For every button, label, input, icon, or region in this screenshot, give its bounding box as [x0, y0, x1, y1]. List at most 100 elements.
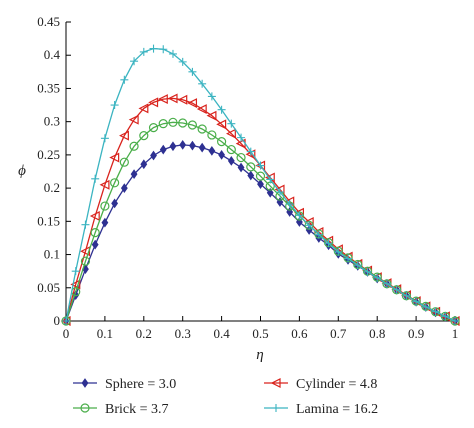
x-tick-label: 0.9 — [408, 326, 424, 341]
data-point — [168, 117, 178, 127]
legend-item: Sphere = 3.0 — [73, 377, 176, 392]
data-point — [71, 267, 80, 276]
data-point — [130, 57, 139, 66]
data-point — [217, 137, 227, 147]
data-point — [91, 174, 100, 183]
data-point — [256, 161, 265, 170]
data-point — [100, 134, 109, 143]
data-point — [206, 110, 217, 121]
data-point — [392, 285, 401, 294]
data-point — [227, 155, 235, 166]
data-point — [344, 254, 353, 263]
data-point — [159, 45, 168, 54]
y-tick-label: 0.35 — [37, 80, 60, 95]
data-point — [225, 128, 236, 139]
data-point — [324, 239, 333, 248]
data-point — [140, 159, 148, 170]
data-point — [110, 178, 120, 188]
data-point — [109, 152, 120, 163]
data-point — [285, 200, 294, 209]
series-layer — [60, 44, 460, 326]
data-point — [111, 198, 119, 209]
data-point — [305, 221, 314, 230]
legend-marker — [270, 378, 281, 388]
data-point — [158, 119, 168, 129]
legend-label: Lamina = 16.2 — [296, 402, 378, 417]
data-point — [138, 103, 149, 114]
data-point — [314, 230, 323, 239]
y-tick-label: 0.1 — [44, 247, 60, 262]
data-point — [139, 131, 149, 141]
data-point — [119, 157, 129, 167]
data-point — [99, 179, 110, 190]
x-tick-label: 0.8 — [369, 326, 385, 341]
data-point — [266, 187, 274, 198]
x-tick-label: 0 — [63, 326, 70, 341]
data-point — [101, 217, 109, 228]
legend-label: Cylinder = 4.8 — [296, 377, 377, 392]
x-tick-label: 0.5 — [252, 326, 268, 341]
data-point — [120, 75, 129, 84]
data-point — [441, 312, 450, 321]
data-point — [177, 94, 188, 105]
data-point — [81, 220, 90, 229]
data-point — [128, 114, 139, 125]
data-point — [451, 317, 459, 325]
data-point — [208, 146, 216, 156]
data-point — [149, 44, 158, 53]
series-4 — [62, 44, 459, 325]
data-point — [412, 297, 421, 306]
data-point — [110, 101, 119, 110]
y-tick-label: 0.45 — [37, 14, 60, 29]
data-point — [159, 144, 167, 155]
data-point — [227, 119, 236, 128]
y-tick-label: 0 — [54, 313, 61, 328]
data-point — [237, 162, 245, 173]
legend-marker — [80, 403, 90, 413]
data-point — [431, 307, 440, 316]
legend-marker — [272, 404, 280, 412]
data-point — [129, 141, 139, 151]
x-tick-label: 0.2 — [136, 326, 152, 341]
data-point — [216, 119, 227, 130]
x-tick-label: 0.7 — [330, 326, 347, 341]
data-point — [382, 279, 391, 288]
axes: 0 0.1 0.2 0.3 0.4 0.5 0.6 0.7 0.8 0.9 1 0 0.05 0.1 0.1… — [37, 14, 458, 341]
y-tick-label: 0.05 — [37, 280, 60, 295]
data-point — [148, 97, 159, 108]
data-point — [89, 211, 100, 221]
data-point — [100, 201, 110, 211]
legend-item: Cylinder = 4.8 — [264, 377, 377, 392]
data-point — [91, 239, 99, 250]
y-axis-title: ϕ — [18, 163, 26, 179]
data-point — [255, 171, 266, 181]
legend-label: Sphere = 3.0 — [105, 377, 176, 392]
legend-item: Brick = 3.7 — [73, 402, 169, 417]
x-tick-label: 1 — [452, 326, 459, 341]
data-point — [334, 247, 343, 256]
data-point — [196, 104, 207, 115]
data-point — [120, 183, 128, 193]
x-axis-title: η — [256, 347, 263, 363]
data-point — [187, 120, 198, 130]
data-point — [247, 170, 255, 181]
data-point — [275, 188, 284, 197]
data-point — [187, 98, 198, 109]
data-point — [246, 162, 256, 172]
data-point — [246, 147, 255, 156]
data-point — [402, 291, 411, 300]
x-tick-label: 0.6 — [291, 326, 308, 341]
series-3 — [61, 117, 460, 326]
data-point — [257, 179, 264, 189]
data-point — [266, 175, 275, 184]
data-point — [80, 256, 91, 266]
data-point — [150, 150, 157, 161]
data-point — [168, 49, 177, 58]
data-point — [167, 93, 178, 104]
x-tick-label: 0.3 — [175, 326, 191, 341]
data-point — [169, 141, 177, 152]
data-point — [207, 130, 217, 140]
data-point — [198, 79, 207, 88]
y-tick-label: 0.15 — [37, 213, 60, 228]
